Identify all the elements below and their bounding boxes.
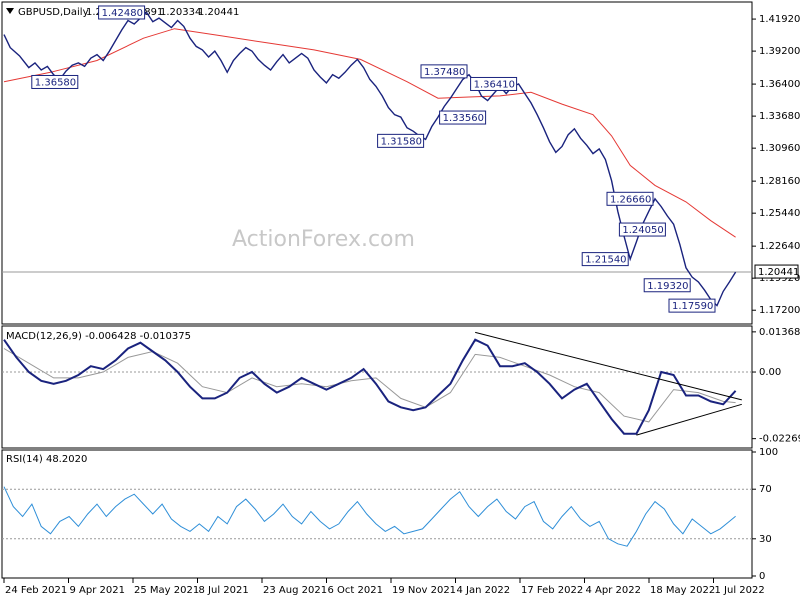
annotation-box xyxy=(98,5,146,20)
annotation-box xyxy=(31,74,79,89)
annotation-box xyxy=(581,252,629,267)
x-tick-label: 17 Feb 2022 xyxy=(521,585,583,596)
x-tick-label: 4 Apr 2022 xyxy=(586,585,641,596)
annotation-label: 1.26660 xyxy=(610,194,651,205)
annotation-box xyxy=(377,133,425,148)
rsi-y-tick-label: 0 xyxy=(759,571,765,582)
y-axis-ticks: 1.41920 1.39200 1.36400 1.33680 1.30960 1.281… xyxy=(752,14,800,582)
x-tick-label: 6 Oct 2021 xyxy=(328,585,383,596)
price-y-tick-label: 1.19920 xyxy=(759,273,800,284)
x-tick-label: 4 Jan 2022 xyxy=(457,585,511,596)
moving-average-line xyxy=(3,28,736,238)
annotation-label: 1.24050 xyxy=(622,225,663,236)
price-y-tick-label: 1.17200 xyxy=(759,305,800,316)
price-series-group: 1.42480 1.36580 1.37480 1.36410 1.33560 1.315… xyxy=(2,5,752,313)
annotation-box xyxy=(618,222,666,237)
macd-trendline xyxy=(636,403,742,436)
annotation-box xyxy=(420,64,468,79)
rsi-panel-frame xyxy=(1,449,753,579)
price-annotation: 1.33560 xyxy=(439,110,487,125)
price-annotation: 1.37480 xyxy=(420,64,468,79)
price-annotation: 1.24050 xyxy=(618,222,666,237)
annotation-label: 1.21540 xyxy=(585,255,626,266)
annotation-box xyxy=(606,191,654,206)
annotation-box xyxy=(643,278,691,293)
x-tick-label: 8 Jul 2021 xyxy=(199,585,249,596)
annotation-label: 1.31580 xyxy=(381,136,422,147)
annotation-label: 1.37480 xyxy=(424,67,465,78)
macd-signal-line xyxy=(3,348,736,423)
rsi-title: RSI(14) 48.2020 xyxy=(6,454,87,465)
price-annotation: 1.26660 xyxy=(606,191,654,206)
price-y-tick-label: 1.33680 xyxy=(759,111,800,122)
collapse-arrow-icon[interactable] xyxy=(6,8,14,14)
price-y-tick-label: 1.28160 xyxy=(759,176,800,187)
price-annotation: 1.31580 xyxy=(377,133,425,148)
price-annotation: 1.17590 xyxy=(668,298,716,313)
annotation-box xyxy=(668,298,716,313)
annotation-box xyxy=(470,76,518,91)
macd-panel-frame xyxy=(1,325,753,449)
x-tick-label: 24 Feb 2021 xyxy=(5,585,67,596)
price-annotation: 1.36580 xyxy=(31,74,79,89)
price-annotation: 1.36410 xyxy=(470,76,518,91)
price-annotation: 1.19320 xyxy=(643,278,691,293)
rsi-y-tick-label: 30 xyxy=(759,534,772,545)
macd-trendline xyxy=(475,331,742,401)
macd-title: MACD(12,26,9) -0.006428 -0.010375 xyxy=(6,331,191,342)
annotation-label: 1.36410 xyxy=(474,79,515,90)
last-price-label: 1.20441 xyxy=(758,267,799,278)
x-tick-label: 19 Nov 2021 xyxy=(392,585,456,596)
price-title: GBPUSD,Daily xyxy=(18,7,89,18)
x-axis-ticks: 24 Feb 2021 9 Apr 2021 25 May 2021 8 Jul 20… xyxy=(3,578,765,596)
rsi-series-group xyxy=(2,486,752,547)
annotation-box xyxy=(439,110,487,125)
annotation-label: 1.19320 xyxy=(647,281,688,292)
macd-line xyxy=(3,338,737,435)
price-y-tick-label: 1.39200 xyxy=(759,46,800,57)
annotation-label: 1.17590 xyxy=(672,301,713,312)
x-tick-label: 9 Apr 2021 xyxy=(70,585,125,596)
macd-y-tick-label: -0.022698 xyxy=(759,434,800,445)
last-price-box xyxy=(754,264,799,279)
price-annotation: 1.42480 xyxy=(98,5,146,20)
macd-series-group xyxy=(2,331,752,436)
x-tick-label: 25 May 2021 xyxy=(134,585,199,596)
rsi-y-tick-label: 100 xyxy=(759,447,778,458)
price-annotation: 1.21540 xyxy=(581,252,629,267)
price-y-tick-label: 1.25440 xyxy=(759,208,800,219)
price-panel-frame xyxy=(1,1,753,325)
price-y-tick-label: 1.41920 xyxy=(759,14,800,25)
x-tick-label: 23 Aug 2021 xyxy=(263,585,327,596)
price-y-tick-label: 1.36400 xyxy=(759,79,800,90)
x-tick-label: 18 May 2022 xyxy=(650,585,715,596)
price-y-tick-label: 1.30960 xyxy=(759,143,800,154)
macd-y-tick-label: 0.00 xyxy=(759,367,781,378)
watermark: ActionForex.com xyxy=(232,227,415,252)
price-low: 1.20334 xyxy=(160,7,201,18)
x-tick-label: 1 Jul 2022 xyxy=(715,585,765,596)
rsi-line xyxy=(3,486,736,547)
price-close: 1.20441 xyxy=(198,7,239,18)
macd-y-tick-label: 0.013686 xyxy=(759,327,800,338)
annotation-label: 1.42480 xyxy=(102,8,143,19)
rsi-y-tick-label: 70 xyxy=(759,484,772,495)
annotation-label: 1.33560 xyxy=(443,113,484,124)
annotation-label: 1.36580 xyxy=(35,77,76,88)
price-y-tick-label: 1.22640 xyxy=(759,241,800,252)
